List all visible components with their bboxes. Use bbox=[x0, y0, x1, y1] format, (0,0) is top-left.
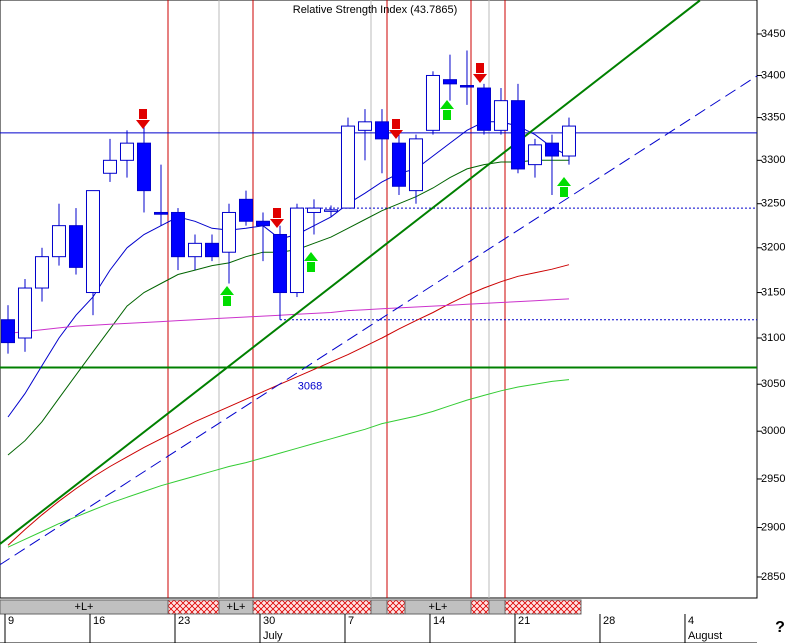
x-tick-label: 7 bbox=[348, 615, 354, 627]
signal-arrows bbox=[136, 63, 571, 306]
candle-body bbox=[357, 121, 372, 131]
y-tick-label: 3450 bbox=[761, 28, 785, 40]
band-label: +L+ bbox=[75, 601, 94, 613]
month-label: July bbox=[263, 630, 283, 642]
y-tick-label: 3050 bbox=[761, 378, 785, 390]
x-tick-label: 9 bbox=[8, 615, 14, 627]
candle-body bbox=[272, 233, 287, 294]
y-tick-label: 3150 bbox=[761, 286, 785, 298]
candle-body bbox=[476, 87, 491, 131]
band-segment bbox=[167, 599, 220, 615]
candle-body bbox=[289, 207, 304, 294]
x-tick-label: 28 bbox=[603, 615, 615, 627]
plot-area bbox=[0, 0, 758, 599]
y-tick-label: 3200 bbox=[761, 242, 785, 254]
candle-body bbox=[136, 142, 151, 192]
candle-body bbox=[51, 225, 66, 258]
x-tick-label: 16 bbox=[93, 615, 105, 627]
y-tick-label: 2950 bbox=[761, 473, 785, 485]
y-tick-label: 3250 bbox=[761, 198, 785, 210]
candle-body bbox=[34, 256, 49, 289]
candle-body bbox=[323, 209, 338, 212]
band-segment bbox=[370, 599, 388, 615]
candle-body bbox=[0, 319, 15, 344]
x-tick-label: 4 bbox=[688, 615, 694, 627]
x-tick-label: 21 bbox=[518, 615, 530, 627]
buy-arrow bbox=[220, 286, 234, 306]
y-tick-label: 2900 bbox=[761, 521, 785, 533]
band-segment bbox=[470, 599, 490, 615]
moving-average bbox=[7, 159, 569, 456]
candle-body bbox=[391, 142, 406, 187]
candle-body bbox=[238, 198, 253, 222]
candle-body bbox=[425, 74, 440, 131]
band-label: +L+ bbox=[429, 601, 448, 613]
candle-body bbox=[102, 159, 117, 174]
buy-arrow bbox=[440, 100, 454, 120]
buy-arrow bbox=[304, 252, 318, 272]
y-tick-label: 3400 bbox=[761, 69, 785, 81]
candle-body bbox=[493, 100, 508, 131]
candle-body bbox=[340, 125, 355, 209]
moving-average bbox=[7, 264, 570, 546]
candle-body bbox=[408, 138, 423, 192]
trendline bbox=[0, 0, 701, 546]
trendline bbox=[0, 75, 758, 566]
signal-band: +L+ +L+ +L+ bbox=[0, 599, 582, 615]
moving-average bbox=[7, 379, 570, 548]
band-segment bbox=[488, 599, 506, 615]
candle-body bbox=[204, 242, 219, 258]
candle-body bbox=[17, 287, 32, 339]
y-tick-label: 3300 bbox=[761, 154, 785, 166]
y-tick-label: 3100 bbox=[761, 332, 785, 344]
help-icon[interactable]: ? bbox=[775, 619, 785, 636]
sell-arrow bbox=[136, 109, 150, 129]
x-tick-label: 30 bbox=[263, 615, 275, 627]
candle-body bbox=[561, 125, 576, 157]
band-segment bbox=[252, 599, 372, 615]
candle-body bbox=[85, 190, 100, 294]
candle-body bbox=[153, 211, 168, 215]
candle-body bbox=[510, 100, 525, 170]
band-segment bbox=[504, 599, 582, 615]
x-tick-label: 14 bbox=[433, 615, 445, 627]
chart-title: Relative Strength Index (43.7865) bbox=[293, 4, 458, 16]
sell-arrow bbox=[270, 208, 284, 228]
month-label: August bbox=[688, 630, 722, 642]
candle-body bbox=[255, 220, 270, 227]
sell-arrow bbox=[473, 63, 487, 83]
y-tick-label: 3000 bbox=[761, 425, 785, 437]
moving-average bbox=[7, 121, 570, 418]
y-tick-label: 3350 bbox=[761, 111, 785, 123]
candle-body bbox=[374, 121, 389, 140]
candle-body bbox=[68, 225, 83, 268]
candle-body bbox=[442, 79, 457, 85]
candle-body bbox=[306, 207, 321, 213]
candle-body bbox=[544, 142, 559, 157]
candle-body bbox=[459, 85, 474, 88]
band-segment bbox=[386, 599, 406, 615]
buy-arrow bbox=[557, 177, 571, 197]
level-label: 3068 bbox=[298, 380, 322, 392]
candle-body bbox=[170, 211, 185, 258]
candle-body bbox=[187, 242, 202, 258]
candle-body bbox=[221, 211, 236, 253]
x-tick-label: 23 bbox=[178, 615, 190, 627]
sell-arrow bbox=[389, 119, 403, 139]
candle-body bbox=[527, 144, 542, 166]
candle-body bbox=[119, 142, 134, 161]
moving-average bbox=[7, 298, 570, 334]
y-tick-label: 2850 bbox=[761, 571, 785, 583]
band-label: +L+ bbox=[227, 601, 246, 613]
